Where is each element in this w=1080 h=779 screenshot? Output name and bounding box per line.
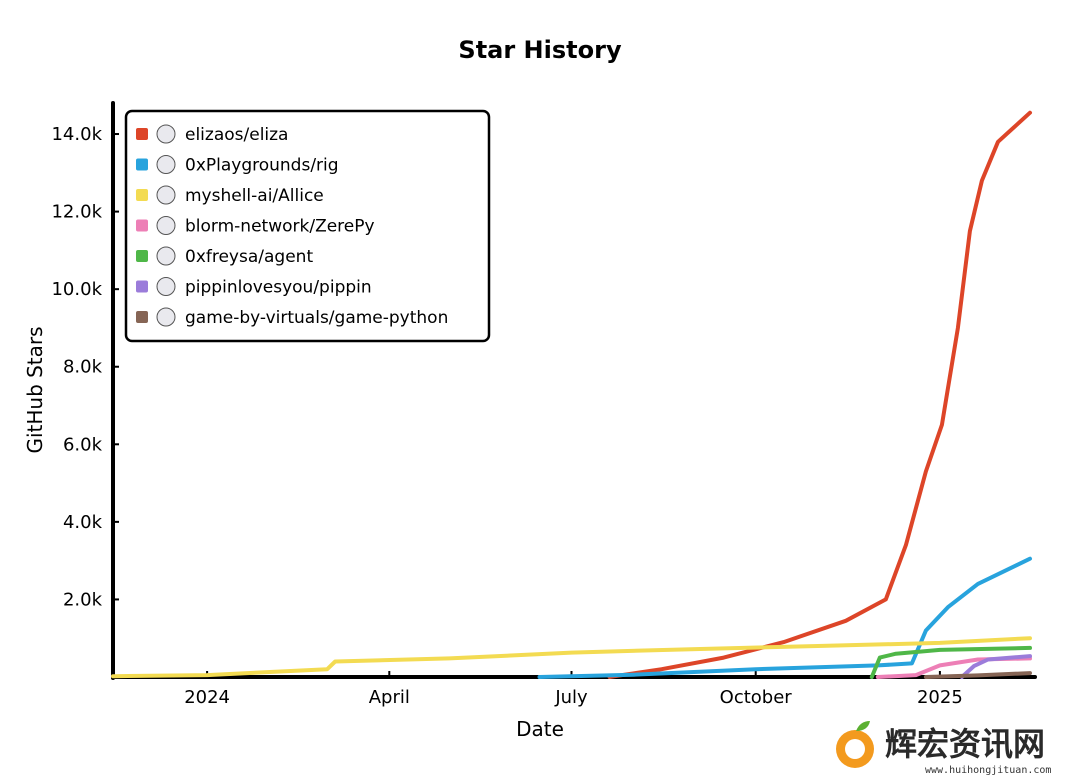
legend-label: 0xPlaygrounds/rig [185, 156, 339, 176]
legend-label: myshell-ai/Allice [185, 186, 324, 206]
rig-logo-icon [156, 155, 176, 174]
allice-logo-icon [156, 185, 176, 205]
legend-label: elizaos/eliza [185, 125, 288, 145]
legend-swatch [136, 280, 148, 293]
y-tick-label: 14.0k [51, 124, 102, 145]
y-tick-label: 4.0k [63, 512, 103, 533]
orange-logo-icon [836, 721, 874, 768]
x-tick-label: October [720, 687, 793, 708]
legend-swatch [136, 128, 148, 140]
legend-item: pippinlovesyou/pippin [136, 277, 372, 298]
series-lines [111, 110, 1032, 679]
legend-swatch [136, 189, 148, 201]
series-line-0xfreysa-agent [869, 645, 1032, 679]
y-axis-label: GitHub Stars [23, 326, 47, 453]
x-tick-labels: 2024 April July October 2025 [184, 671, 963, 708]
legend-swatch [136, 311, 148, 323]
pippin-logo-icon [156, 277, 176, 296]
legend-swatch [136, 158, 148, 171]
legend-label: blorm-network/ZerePy [185, 217, 375, 237]
x-tick-label: April [369, 687, 410, 708]
series-line-0xplaygrounds-rig [537, 556, 1032, 679]
x-axis-label: Date [516, 717, 564, 741]
y-tick-label: 8.0k [63, 357, 103, 378]
y-tick-labels: 2.0k 4.0k 6.0k 8.0k 10.0k 12.0k 14.0k [51, 124, 119, 610]
legend-swatch [136, 219, 148, 232]
legend: elizaos/eliza 0xPlaygrounds/rig myshell-ai… [124, 109, 491, 343]
y-tick-label: 2.0k [63, 589, 103, 610]
legend-item: game-by-virtuals/game-python [136, 307, 448, 328]
series-line-myshell-ai-allice [111, 636, 1032, 679]
legend-item: blorm-network/ZerePy [136, 216, 375, 237]
series-line-pippinlovesyou-pippin [959, 654, 1032, 679]
x-tick-label: July [554, 687, 588, 708]
legend-swatch [136, 250, 148, 262]
legend-box [124, 109, 491, 343]
watermark-url: www.huihongjituan.com [925, 765, 1051, 776]
series-line-game-by-virtuals-game-python [923, 671, 1032, 679]
legend-item: myshell-ai/Allice [136, 185, 324, 206]
freysa-avatar-icon [156, 246, 176, 266]
legend-item: 0xfreysa/agent [136, 246, 313, 267]
legend-item: 0xPlaygrounds/rig [136, 155, 339, 176]
x-tick-label: 2025 [917, 687, 963, 708]
chart-title: Star History [458, 36, 622, 64]
x-tick-label: 2024 [184, 687, 230, 708]
legend-label: pippinlovesyou/pippin [185, 278, 372, 298]
y-tick-label: 10.0k [51, 279, 102, 300]
eliza-avatar-icon [156, 124, 176, 144]
legend-label: 0xfreysa/agent [185, 247, 313, 267]
legend-label: game-by-virtuals/game-python [185, 308, 448, 328]
legend-item: elizaos/eliza [136, 124, 288, 145]
legend-items: elizaos/eliza 0xPlaygrounds/rig myshell-ai… [136, 124, 448, 328]
zerepy-logo-icon [156, 216, 176, 235]
watermark: 辉宏资讯网 www.huihongjituan.com [836, 721, 1051, 776]
watermark-text: 辉宏资讯网 [885, 725, 1045, 763]
y-tick-label: 6.0k [63, 434, 103, 455]
game-python-logo-icon [156, 307, 176, 327]
series-line-elizaos-eliza [607, 110, 1032, 679]
y-tick-label: 12.0k [51, 202, 102, 223]
